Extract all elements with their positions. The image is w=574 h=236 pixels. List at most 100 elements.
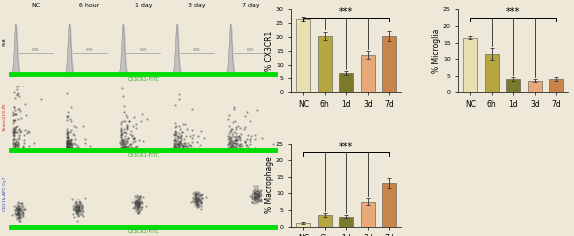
Point	[16, 207, 25, 211]
Point	[117, 128, 126, 132]
Point	[69, 142, 78, 145]
Point	[255, 189, 264, 193]
Point	[134, 205, 144, 209]
Point	[253, 184, 262, 188]
Point	[173, 135, 182, 138]
Point	[12, 144, 21, 148]
Point	[64, 135, 73, 139]
Point	[9, 133, 18, 137]
Point	[170, 131, 180, 134]
Point	[16, 210, 25, 213]
Point	[11, 147, 20, 151]
Point	[137, 199, 146, 203]
Point	[125, 143, 134, 147]
Point	[231, 146, 240, 150]
Point	[72, 209, 82, 212]
Point	[191, 201, 200, 205]
Point	[63, 140, 72, 143]
Point	[74, 208, 83, 212]
Point	[63, 115, 72, 119]
Point	[252, 194, 261, 197]
Point	[172, 139, 181, 142]
Point	[170, 143, 180, 147]
Point	[64, 135, 73, 139]
Point	[235, 143, 244, 147]
Point	[9, 141, 18, 145]
Point	[243, 145, 253, 148]
Point	[11, 74, 20, 78]
Point	[194, 197, 203, 201]
Point	[253, 198, 262, 201]
Point	[247, 194, 256, 198]
Point	[232, 141, 242, 145]
Point	[73, 214, 83, 218]
Point	[9, 134, 18, 138]
Point	[63, 114, 72, 118]
Point	[63, 138, 72, 141]
Point	[230, 105, 239, 109]
Point	[14, 213, 24, 217]
Point	[13, 215, 22, 219]
Point	[251, 200, 261, 204]
Point	[19, 214, 28, 218]
Point	[11, 129, 20, 132]
Point	[67, 141, 76, 145]
Bar	[528, 81, 542, 92]
Point	[191, 197, 200, 201]
Point	[67, 137, 76, 141]
Point	[73, 204, 83, 207]
Point	[193, 147, 203, 150]
Point	[123, 123, 132, 126]
Point	[123, 124, 132, 128]
Bar	[382, 183, 396, 227]
Point	[62, 118, 71, 122]
Point	[63, 141, 72, 144]
Point	[14, 207, 23, 211]
Point	[63, 140, 72, 144]
Point	[21, 113, 30, 117]
Point	[253, 192, 262, 196]
Point	[14, 206, 24, 210]
Point	[131, 145, 141, 149]
Point	[234, 134, 243, 138]
Point	[123, 144, 133, 148]
Point	[133, 194, 142, 198]
Point	[171, 124, 180, 128]
Point	[191, 196, 200, 200]
Point	[255, 198, 264, 202]
Point	[256, 199, 265, 203]
Point	[77, 209, 87, 213]
Point	[133, 200, 142, 204]
Point	[8, 139, 17, 143]
Point	[241, 139, 250, 143]
Point	[194, 204, 203, 207]
Point	[21, 102, 30, 106]
Point	[193, 201, 202, 205]
Point	[64, 146, 73, 150]
Point	[76, 204, 85, 208]
Point	[190, 191, 199, 195]
Point	[63, 144, 72, 148]
Point	[73, 211, 82, 215]
Point	[231, 144, 241, 148]
Point	[136, 205, 145, 209]
Point	[137, 200, 146, 204]
Point	[64, 147, 73, 150]
Point	[13, 146, 22, 150]
Y-axis label: % CX3CR1: % CX3CR1	[266, 31, 274, 71]
Point	[11, 209, 21, 212]
Point	[174, 134, 183, 138]
Point	[14, 219, 23, 223]
Point	[14, 209, 23, 212]
Point	[67, 142, 76, 145]
Point	[18, 147, 28, 151]
Point	[77, 204, 87, 207]
Point	[64, 142, 73, 146]
Point	[65, 147, 75, 150]
Bar	[296, 19, 311, 92]
Point	[255, 191, 264, 195]
Point	[130, 200, 139, 204]
Point	[252, 108, 261, 112]
Point	[64, 143, 73, 147]
Point	[75, 202, 84, 206]
